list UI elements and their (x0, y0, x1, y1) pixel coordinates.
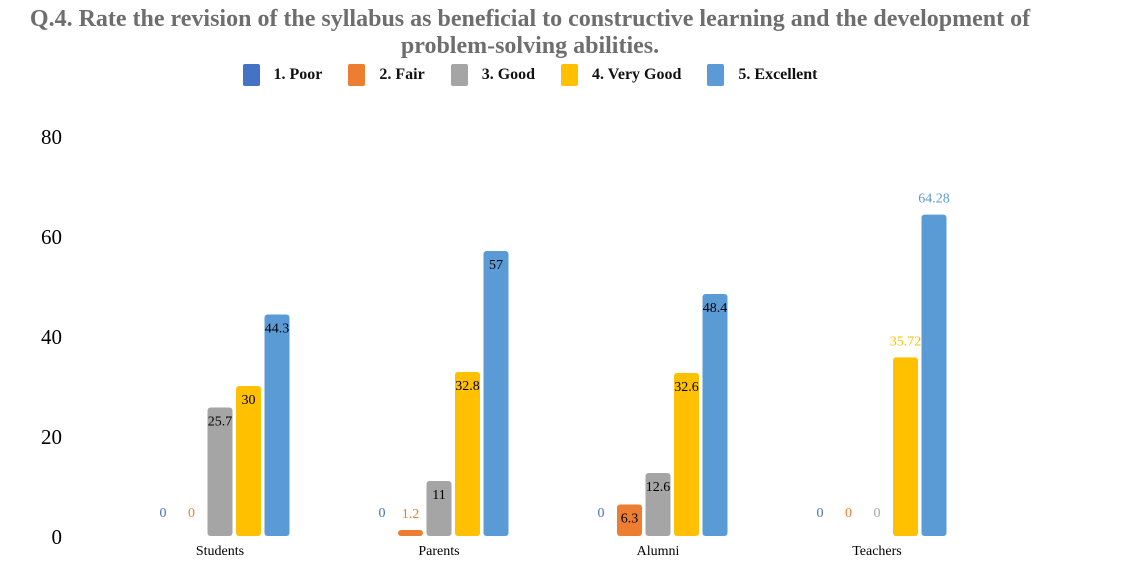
bar (893, 357, 918, 536)
legend-swatch (242, 64, 260, 86)
legend-item: 5. Excellent (707, 64, 817, 86)
y-tick-label: 20 (41, 425, 62, 449)
data-label: 6.3 (621, 512, 639, 527)
category-label: Alumni (637, 544, 680, 559)
data-label: 32.6 (674, 380, 699, 395)
legend-swatch (348, 64, 366, 86)
data-label: 0 (188, 506, 195, 521)
legend-swatch (707, 64, 725, 86)
legend-label: 5. Excellent (738, 66, 818, 83)
y-tick-label: 0 (52, 525, 63, 549)
category-label: Teachers (852, 544, 902, 559)
bar (426, 481, 452, 536)
bar (207, 407, 233, 536)
legend-label: 4. Very Good (592, 66, 682, 83)
legend: 1. Poor 2. Fair 3. Good 4. Very Good 5. Exce… (0, 63, 1060, 87)
data-label: 12.6 (646, 480, 671, 495)
bar (483, 251, 509, 536)
chart-title: Q.4. Rate the revision of the syllabus a… (29, 6, 1031, 59)
data-label: 64.28 (918, 192, 950, 207)
bar (264, 314, 290, 536)
data-label: 44.3 (265, 322, 290, 337)
legend-item: 1. Poor (242, 64, 323, 86)
category-label: Students (196, 544, 244, 559)
bar (674, 373, 699, 536)
data-label: 35.72 (890, 334, 922, 349)
legend-swatch (450, 64, 468, 86)
y-tick-label: 40 (41, 325, 62, 349)
data-label: 1.2 (402, 507, 420, 522)
data-label: 0 (160, 506, 167, 521)
legend-item: 4. Very Good (561, 64, 681, 86)
data-label: 11 (432, 488, 445, 503)
bar (921, 214, 947, 536)
data-label: 0 (845, 506, 852, 521)
bar (455, 372, 480, 536)
data-label: 32.8 (455, 379, 480, 394)
bar (702, 294, 728, 536)
data-label: 25.7 (208, 415, 233, 430)
y-tick-label: 80 (41, 125, 62, 149)
data-label: 57 (489, 258, 503, 273)
data-label: 0 (598, 506, 605, 521)
legend-label: 2. Fair (379, 66, 425, 83)
legend-item: 3. Good (450, 64, 536, 86)
bar (398, 530, 423, 536)
category-label: Parents (418, 544, 459, 559)
bar (236, 386, 261, 536)
bar (645, 473, 671, 536)
legend-label: 1. Poor (273, 66, 323, 83)
data-label: 30 (242, 393, 256, 408)
legend-item: 2. Fair (348, 64, 425, 86)
bar (617, 504, 642, 536)
data-label: 0 (874, 506, 881, 521)
data-label: 48.4 (703, 301, 728, 316)
data-label: 0 (379, 506, 386, 521)
y-tick-label: 60 (41, 225, 62, 249)
legend-label: 3. Good (481, 66, 536, 83)
data-label: 0 (817, 506, 824, 521)
legend-swatch (561, 64, 579, 86)
